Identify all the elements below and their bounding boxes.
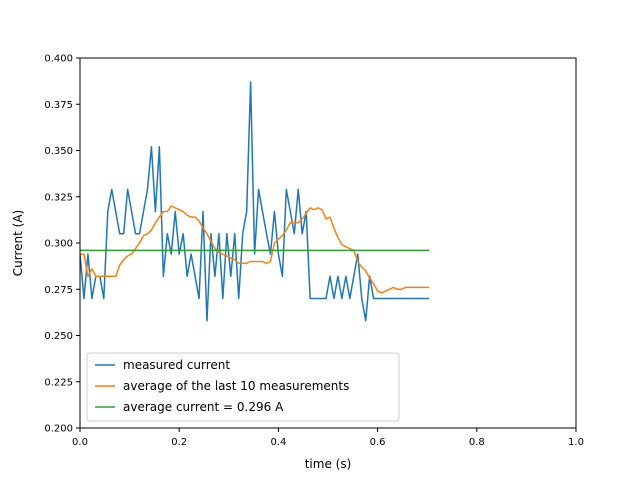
- legend-label: average current = 0.296 A: [123, 400, 284, 414]
- x-tick-label: 0.4: [270, 437, 286, 448]
- y-axis-label: Current (A): [11, 210, 25, 276]
- y-tick-label: 0.300: [44, 239, 73, 250]
- y-tick-label: 0.350: [44, 146, 73, 157]
- legend-label: average of the last 10 measurements: [123, 379, 349, 393]
- x-axis-label: time (s): [305, 457, 352, 471]
- series-layer: [80, 81, 430, 322]
- x-tick-label: 0.6: [370, 437, 386, 448]
- y-tick-label: 0.375: [44, 100, 73, 111]
- legend-box: [86, 352, 400, 422]
- y-tick-label: 0.400: [44, 54, 73, 65]
- series-line-1: [80, 81, 430, 322]
- y-tick-label: 0.275: [44, 285, 73, 296]
- y-tick-label: 0.225: [44, 377, 73, 388]
- x-axis: 0.0 0.2 0.4 0.6 0.8 1.0: [72, 428, 584, 448]
- legend: measured current average of the last 10 m…: [86, 352, 400, 422]
- legend-label: measured current: [123, 358, 230, 372]
- x-tick-label: 0.8: [469, 437, 485, 448]
- y-tick-label: 0.325: [44, 192, 73, 203]
- x-tick-label: 1.0: [568, 437, 584, 448]
- x-tick-label: 0.0: [72, 437, 88, 448]
- y-tick-label: 0.200: [44, 424, 73, 435]
- y-tick-label: 0.250: [44, 331, 73, 342]
- series-line-2: [80, 205, 430, 294]
- x-tick-label: 0.2: [171, 437, 187, 448]
- y-axis: 0.200 0.225 0.250 0.275 0.300 0.325 0.350 0.375…: [44, 54, 80, 435]
